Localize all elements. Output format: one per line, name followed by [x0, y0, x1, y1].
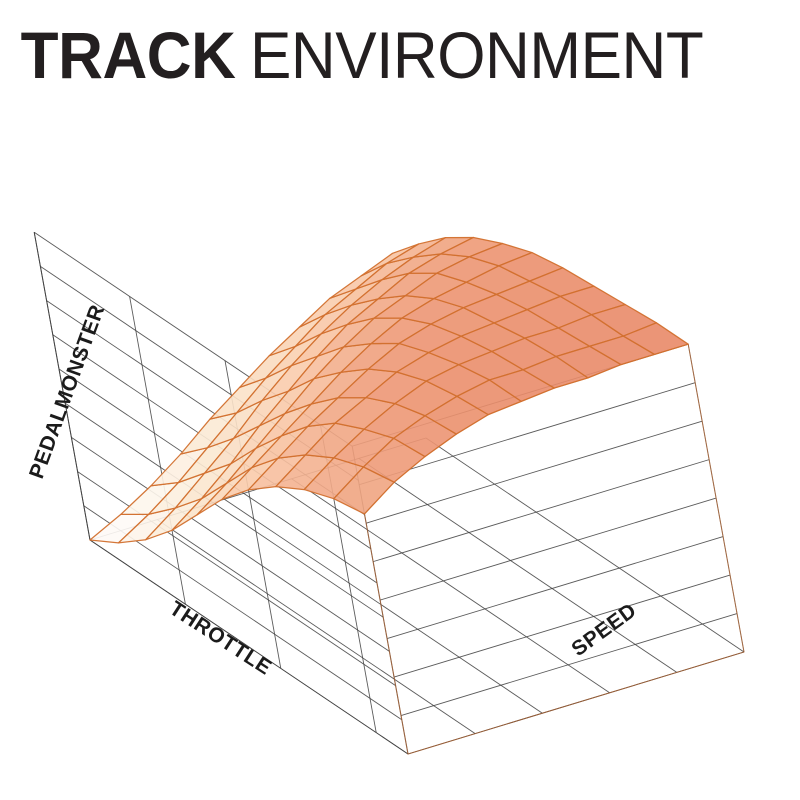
axis-label-speed: SPEED: [567, 599, 641, 661]
surface-mesh: [89, 236, 745, 755]
page-title: TRACK ENVIRONMENT: [0, 22, 800, 102]
title-rest: ENVIRONMENT: [250, 18, 704, 92]
title-strong: TRACK: [20, 18, 236, 92]
axis-label-throttle: THROTTLE: [165, 597, 275, 680]
surface-edge: [363, 343, 745, 755]
